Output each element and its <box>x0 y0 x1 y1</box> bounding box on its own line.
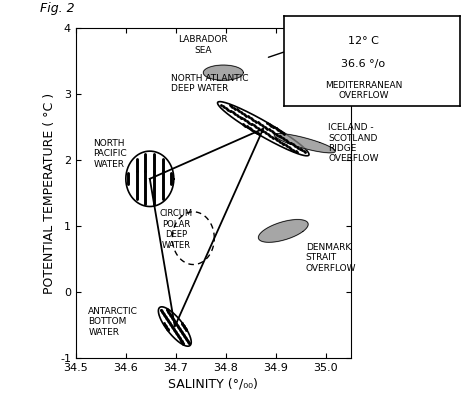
Polygon shape <box>203 65 243 80</box>
Polygon shape <box>274 133 335 153</box>
Text: NORTH ATLANTIC
DEEP WATER: NORTH ATLANTIC DEEP WATER <box>171 74 248 93</box>
X-axis label: SALINITY (°/₀₀): SALINITY (°/₀₀) <box>168 377 258 390</box>
Polygon shape <box>258 219 308 242</box>
Text: ANTARCTIC
BOTTOM
WATER: ANTARCTIC BOTTOM WATER <box>88 307 138 337</box>
Text: NORTH
PACIFIC
WATER: NORTH PACIFIC WATER <box>93 139 127 168</box>
Y-axis label: POTENTIAL TEMPERATURE ( °C ): POTENTIAL TEMPERATURE ( °C ) <box>43 93 56 294</box>
Text: 36.6 °/o: 36.6 °/o <box>341 59 385 69</box>
Text: MEDITERRANEAN
OVERFLOW: MEDITERRANEAN OVERFLOW <box>325 81 402 100</box>
Text: DENMARK
STRAIT
OVERFLOW: DENMARK STRAIT OVERFLOW <box>306 243 356 273</box>
Text: Fig. 2: Fig. 2 <box>40 2 75 15</box>
Text: LABRADOR
SEA: LABRADOR SEA <box>179 35 228 55</box>
Text: CIRCUM
POLAR
DEEP
WATER: CIRCUM POLAR DEEP WATER <box>159 210 192 249</box>
Text: ICELAND -
SCOTLAND
RIDGE
OVERFLOW: ICELAND - SCOTLAND RIDGE OVERFLOW <box>328 123 379 163</box>
Text: 12° C: 12° C <box>348 36 379 46</box>
